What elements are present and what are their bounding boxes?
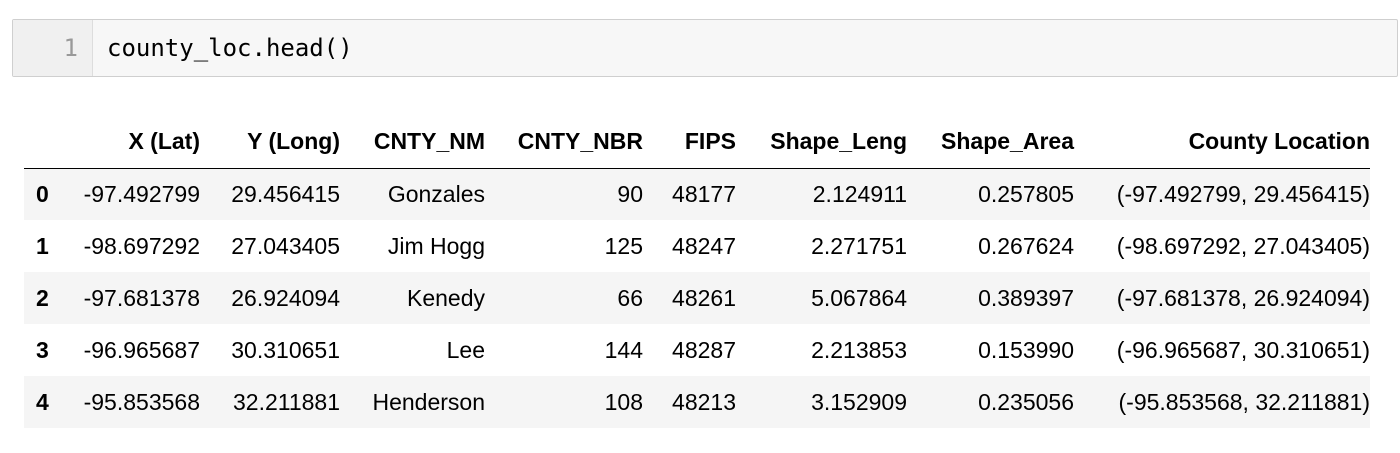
column-header-cnty-nbr: CNTY_NBR bbox=[485, 116, 643, 169]
cell-county-location: (-97.681378, 26.924094) bbox=[1116, 284, 1370, 311]
cell-shape-area: 0.257805 bbox=[978, 180, 1074, 207]
cell-county-location: (-98.697292, 27.043405) bbox=[1116, 232, 1370, 259]
cell-fips: 48213 bbox=[672, 388, 736, 415]
code-input[interactable]: county_loc.head() bbox=[107, 34, 353, 62]
row-index: 3 bbox=[36, 336, 49, 363]
cell-x-lat: -95.853568 bbox=[83, 388, 200, 415]
cell-fips: 48177 bbox=[672, 180, 736, 207]
dataframe-output-table: X (Lat) Y (Long) CNTY_NM CNTY_NBR FIPS S… bbox=[24, 116, 1370, 428]
cell-shape-area: 0.389397 bbox=[978, 284, 1074, 311]
cell-county-location: (-97.492799, 29.456415) bbox=[1116, 180, 1370, 207]
cell-y-long: 27.043405 bbox=[231, 232, 340, 259]
cell-y-long: 30.310651 bbox=[231, 336, 340, 363]
cell-shape-area: 0.153990 bbox=[978, 336, 1074, 363]
row-index: 0 bbox=[36, 180, 49, 207]
column-header-index bbox=[24, 116, 76, 169]
column-header-y-long: Y (Long) bbox=[200, 116, 340, 169]
cell-fips: 48261 bbox=[672, 284, 736, 311]
cell-cnty-nbr: 90 bbox=[617, 180, 643, 207]
column-header-county-location: County Location bbox=[1074, 116, 1370, 169]
cell-county-location: (-95.853568, 32.211881) bbox=[1118, 388, 1371, 415]
row-index: 2 bbox=[36, 284, 49, 311]
cell-shape-leng: 2.213853 bbox=[811, 336, 907, 363]
table-row: 4 -95.853568 32.211881 Henderson 108 482… bbox=[24, 376, 1370, 428]
cell-cnty-nm: Henderson bbox=[372, 388, 485, 415]
cell-shape-area: 0.267624 bbox=[978, 232, 1074, 259]
cell-cnty-nm: Gonzales bbox=[387, 180, 485, 207]
cell-cnty-nbr: 125 bbox=[604, 232, 643, 259]
cell-shape-area: 0.235056 bbox=[978, 388, 1074, 415]
cell-cnty-nm: Lee bbox=[446, 336, 485, 363]
cell-x-lat: -98.697292 bbox=[83, 232, 200, 259]
cell-x-lat: -97.492799 bbox=[83, 180, 200, 207]
cell-fips: 48247 bbox=[672, 232, 736, 259]
cell-cnty-nbr: 66 bbox=[617, 284, 643, 311]
cell-shape-leng: 2.271751 bbox=[811, 232, 907, 259]
column-header-shape-area: Shape_Area bbox=[907, 116, 1074, 169]
column-header-x-lat: X (Lat) bbox=[76, 116, 200, 169]
row-index: 1 bbox=[36, 232, 49, 259]
cell-x-lat: -96.965687 bbox=[83, 336, 200, 363]
table-row: 3 -96.965687 30.310651 Lee 144 48287 2.2… bbox=[24, 324, 1370, 376]
cell-x-lat: -97.681378 bbox=[83, 284, 200, 311]
cell-cnty-nm: Kenedy bbox=[406, 284, 485, 311]
column-header-fips: FIPS bbox=[643, 116, 736, 169]
column-header-shape-leng: Shape_Leng bbox=[736, 116, 907, 169]
code-cell[interactable]: 1 county_loc.head() bbox=[12, 19, 1398, 77]
cell-cnty-nbr: 108 bbox=[604, 388, 643, 415]
cell-cnty-nbr: 144 bbox=[604, 336, 643, 363]
cell-shape-leng: 5.067864 bbox=[811, 284, 907, 311]
table-row: 0 -97.492799 29.456415 Gonzales 90 48177… bbox=[24, 168, 1370, 220]
table-row: 2 -97.681378 26.924094 Kenedy 66 48261 5… bbox=[24, 272, 1370, 324]
cell-shape-leng: 2.124911 bbox=[812, 180, 907, 207]
line-number: 1 bbox=[13, 20, 93, 76]
row-index: 4 bbox=[36, 388, 49, 415]
cell-shape-leng: 3.152909 bbox=[811, 388, 907, 415]
cell-y-long: 32.211881 bbox=[232, 388, 340, 415]
cell-county-location: (-96.965687, 30.310651) bbox=[1116, 336, 1370, 363]
table-row: 1 -98.697292 27.043405 Jim Hogg 125 4824… bbox=[24, 220, 1370, 272]
cell-cnty-nm: Jim Hogg bbox=[387, 232, 485, 259]
table-header-row: X (Lat) Y (Long) CNTY_NM CNTY_NBR FIPS S… bbox=[24, 116, 1370, 169]
cell-fips: 48287 bbox=[672, 336, 736, 363]
column-header-cnty-nm: CNTY_NM bbox=[340, 116, 485, 169]
cell-y-long: 29.456415 bbox=[231, 180, 340, 207]
cell-y-long: 26.924094 bbox=[231, 284, 340, 311]
